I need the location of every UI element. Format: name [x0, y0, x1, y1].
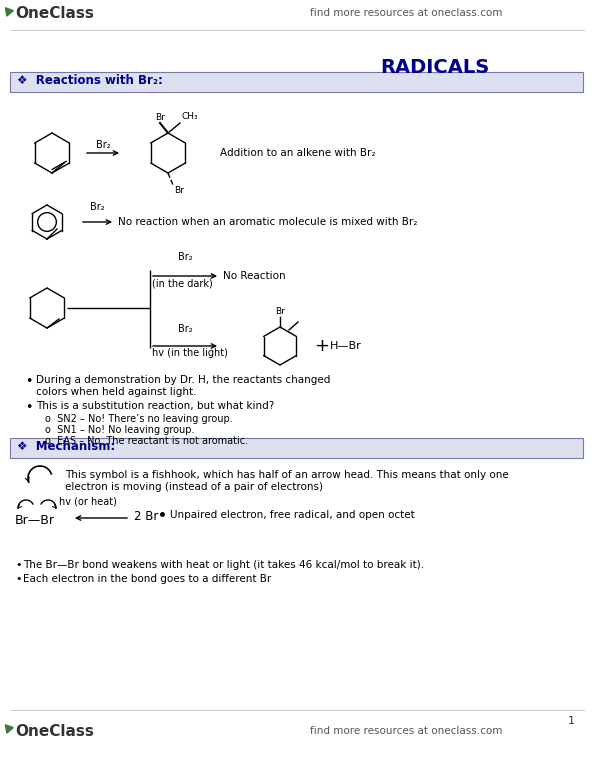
Text: •: • — [25, 375, 32, 388]
Text: hv (or heat): hv (or heat) — [59, 496, 117, 506]
Text: Br: Br — [275, 307, 285, 316]
Text: 1: 1 — [568, 716, 575, 726]
Text: Each electron in the bond goes to a different Br: Each electron in the bond goes to a diff… — [23, 574, 271, 584]
Text: •: • — [25, 401, 32, 414]
Text: o  SN2 – No! There’s no leaving group.: o SN2 – No! There’s no leaving group. — [45, 414, 233, 424]
Text: •: • — [15, 560, 21, 570]
Text: find more resources at oneclass.com: find more resources at oneclass.com — [310, 726, 502, 736]
Text: During a demonstration by Dr. H, the reactants changed: During a demonstration by Dr. H, the rea… — [36, 375, 330, 385]
Bar — [10, 438, 583, 458]
Text: H—Br: H—Br — [330, 341, 362, 351]
Text: OneClass: OneClass — [15, 724, 94, 739]
Text: Br: Br — [155, 113, 165, 122]
Text: hv (in the light): hv (in the light) — [152, 348, 228, 358]
Text: Unpaired electron, free radical, and open octet: Unpaired electron, free radical, and ope… — [170, 510, 415, 520]
Text: No reaction when an aromatic molecule is mixed with Br₂: No reaction when an aromatic molecule is… — [118, 217, 417, 227]
Text: Br₂: Br₂ — [178, 252, 192, 262]
Text: RADICALS: RADICALS — [381, 58, 490, 77]
Text: No Reaction: No Reaction — [223, 271, 286, 281]
Text: The Br—Br bond weakens with heat or light (it takes 46 kcal/mol to break it).: The Br—Br bond weakens with heat or ligh… — [23, 560, 424, 570]
Text: Addition to an alkene with Br₂: Addition to an alkene with Br₂ — [220, 148, 375, 158]
Text: Br₂: Br₂ — [178, 324, 192, 334]
Text: o  EAS – No. The reactant is not aromatic.: o EAS – No. The reactant is not aromatic… — [45, 436, 248, 446]
Text: Br—Br: Br—Br — [15, 514, 55, 527]
Text: Br₂: Br₂ — [96, 140, 110, 150]
Text: ❖  Mechanism:: ❖ Mechanism: — [17, 440, 115, 453]
Text: This symbol is a fishhook, which has half of an arrow head. This means that only: This symbol is a fishhook, which has hal… — [65, 470, 509, 480]
Text: +: + — [314, 337, 329, 355]
Text: (in the dark): (in the dark) — [152, 278, 213, 288]
Text: CH₃: CH₃ — [182, 112, 199, 121]
Text: o  SN1 – No! No leaving group.: o SN1 – No! No leaving group. — [45, 425, 195, 435]
Text: OneClass: OneClass — [15, 6, 94, 21]
Text: electron is moving (instead of a pair of electrons): electron is moving (instead of a pair of… — [65, 482, 323, 492]
Text: Br₂: Br₂ — [90, 202, 104, 212]
Text: This is a substitution reaction, but what kind?: This is a substitution reaction, but wha… — [36, 401, 274, 411]
Text: ❖  Reactions with Br₂:: ❖ Reactions with Br₂: — [17, 74, 163, 87]
Text: 2 Br: 2 Br — [134, 510, 158, 523]
Text: colors when held against light.: colors when held against light. — [36, 387, 196, 397]
Bar — [10, 72, 583, 92]
Text: •: • — [15, 574, 21, 584]
Text: find more resources at oneclass.com: find more resources at oneclass.com — [310, 8, 502, 18]
Text: Br: Br — [174, 186, 184, 195]
